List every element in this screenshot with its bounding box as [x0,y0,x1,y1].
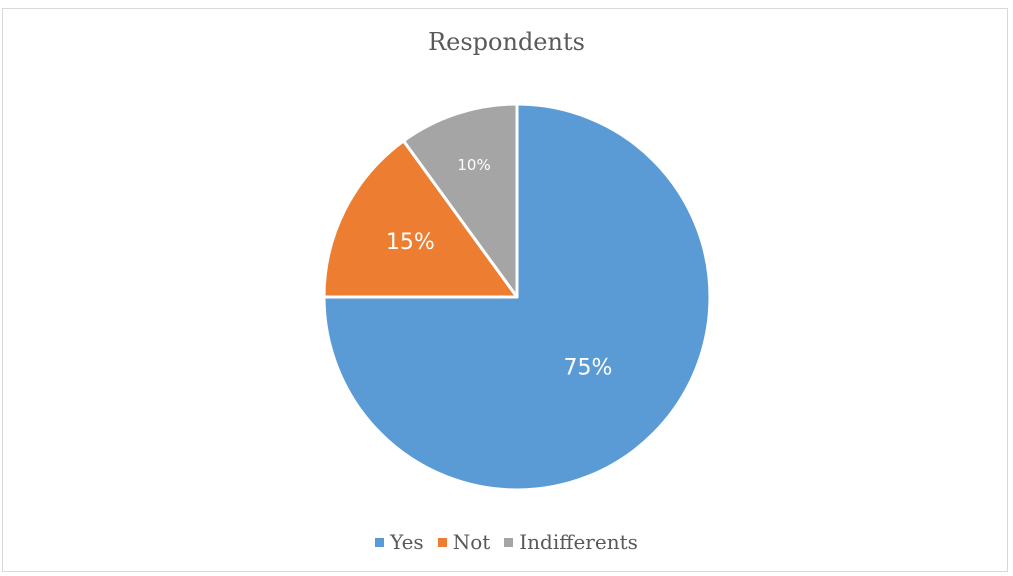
pie-slice-indifferents [402,102,519,299]
legend-swatch-not [437,537,447,547]
legend-label-not: Not [452,530,491,554]
legend-swatch-indifferents [504,537,514,547]
legend-item-yes: Yes [375,530,424,554]
data-label-not: 15% [386,230,435,255]
data-label-yes: 75% [564,355,613,380]
pie-slice-yes [322,102,712,492]
legend-label-indifferents: Indifferents [519,530,638,554]
chart-title: Respondents [428,28,585,56]
legend-label-yes: Yes [390,530,424,554]
legend: Yes Not Indifferents [0,530,1013,554]
pie-slice-not [322,139,519,299]
legend-swatch-yes [375,537,385,547]
legend-item-indifferents: Indifferents [504,530,638,554]
data-label-indifferents: 10% [457,156,490,174]
legend-item-not: Not [437,530,491,554]
